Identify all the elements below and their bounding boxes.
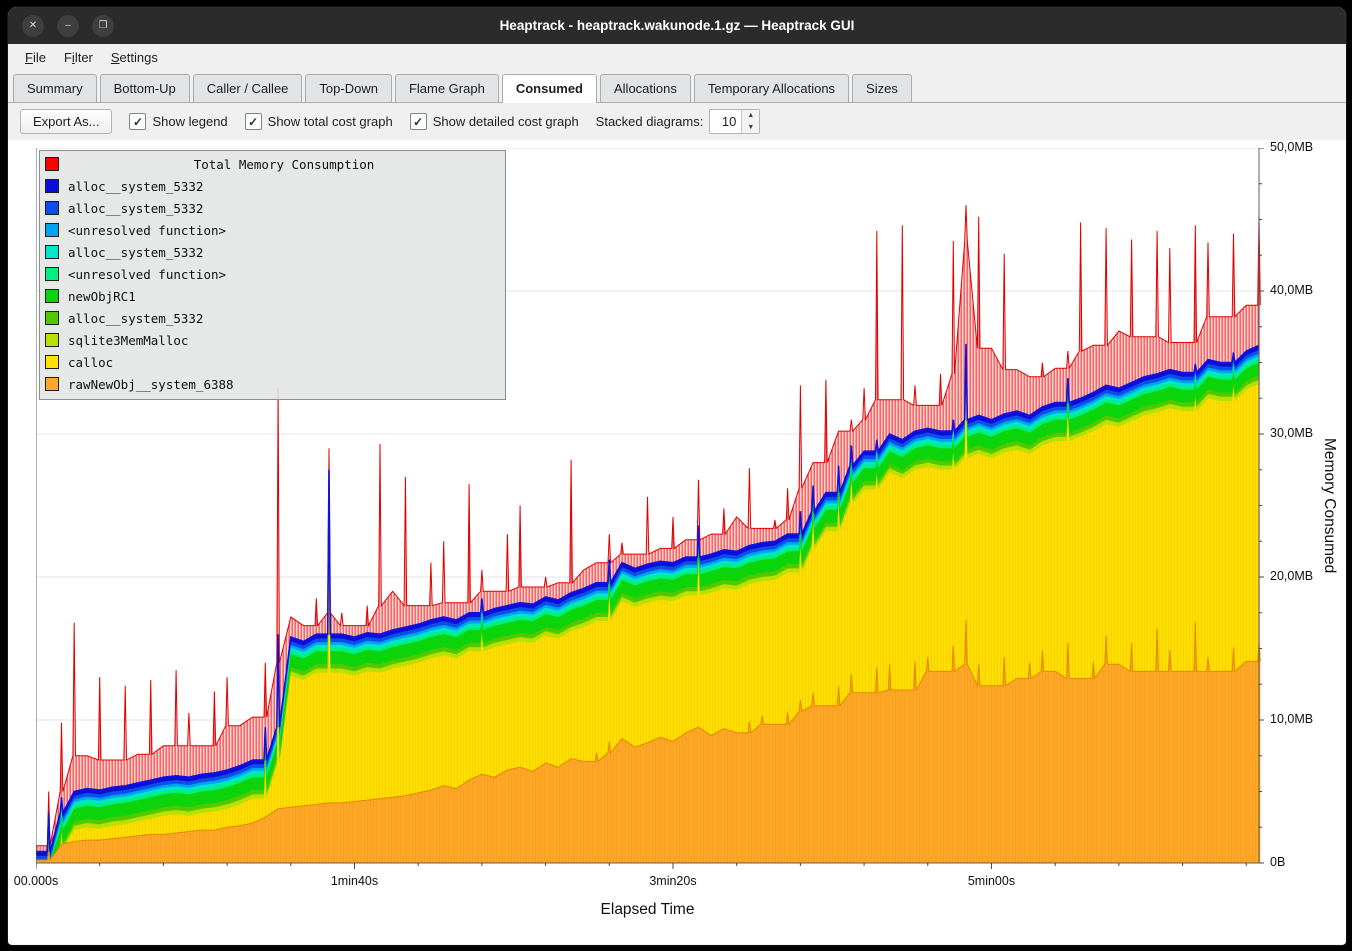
stacked-diagrams-spinbox[interactable]: 10 ▲ ▼ — [709, 109, 761, 134]
legend-label: sqlite3MemMalloc — [68, 332, 189, 348]
legend-label: alloc__system_5332 — [68, 244, 204, 260]
legend-label: rawNewObj__system_6388 — [68, 376, 234, 392]
tab-flame-graph[interactable]: Flame Graph — [394, 74, 499, 102]
checkbox-label: Show total cost graph — [267, 114, 393, 129]
checkbox-check-icon: ✓ — [409, 113, 427, 130]
x-tick-label: 5min00s — [967, 874, 1016, 888]
tab-temporary-allocations[interactable]: Temporary Allocations — [693, 74, 850, 102]
legend-title: Total Memory Consumption — [193, 156, 375, 172]
tab-sizes[interactable]: Sizes — [852, 74, 912, 102]
y-tick-label: 30,0MB — [1270, 426, 1314, 440]
tab-bottom-up[interactable]: Bottom-Up — [99, 74, 190, 102]
chart-area: Total Memory Consumption alloc__system_5… — [8, 140, 1346, 944]
spinbox-arrows: ▲ ▼ — [741, 110, 760, 133]
consumed-chart[interactable] — [36, 148, 1267, 875]
y-tick-label: 50,0MB — [1270, 140, 1314, 154]
legend-item: <unresolved function> — [45, 219, 500, 241]
y-axis-title: Memory Consumed — [1321, 438, 1338, 574]
show-total-cost-graph-checkbox[interactable]: ✓ Show total cost graph — [244, 113, 393, 130]
legend-swatch — [45, 223, 59, 237]
stacked-diagrams-label: Stacked diagrams: — [595, 114, 704, 129]
legend-item: rawNewObj__system_6388 — [45, 373, 500, 395]
tab-top-down[interactable]: Top-Down — [305, 74, 392, 102]
total-consumption-line — [36, 205, 1261, 847]
legend-swatch-total — [45, 157, 59, 171]
menu-settings[interactable]: Settings — [110, 50, 158, 65]
legend-label: alloc__system_5332 — [68, 310, 204, 326]
legend-label: alloc__system_5332 — [68, 178, 204, 194]
window-controls: ✕ – ❐ — [22, 7, 114, 44]
legend-item: sqlite3MemMalloc — [45, 329, 500, 351]
tab-consumed[interactable]: Consumed — [501, 74, 597, 103]
window-title: Heaptrack - heaptrack.wakunode.1.gz — He… — [499, 18, 855, 33]
chart-legend: Total Memory Consumption alloc__system_5… — [39, 150, 506, 400]
spinbox-value: 10 — [721, 114, 737, 129]
checkbox-check-icon: ✓ — [244, 113, 262, 130]
tab-bar: Summary Bottom-Up Caller / Callee Top-Down F… — [8, 71, 1346, 103]
legend-item: calloc — [45, 351, 500, 373]
x-axis-title: Elapsed Time — [600, 901, 695, 918]
menu-filter[interactable]: Filter — [63, 50, 93, 65]
legend-label: calloc — [68, 354, 114, 370]
legend-swatch — [45, 179, 59, 193]
legend-item: newObjRC1 — [45, 285, 500, 307]
legend-swatch — [45, 289, 59, 303]
tab-caller-callee[interactable]: Caller / Callee — [192, 74, 303, 102]
checkbox-label: Show detailed cost graph — [432, 114, 579, 129]
minimize-button[interactable]: – — [57, 14, 79, 37]
legend-swatch — [45, 201, 59, 215]
legend-item: <unresolved function> — [45, 263, 500, 285]
legend-swatch — [45, 311, 59, 325]
legend-item: alloc__system_5332 — [45, 307, 500, 329]
x-tick-label: 3min20s — [649, 874, 697, 888]
maximize-button[interactable]: ❐ — [92, 14, 114, 37]
legend-label: newObjRC1 — [68, 288, 136, 304]
export-as-button[interactable]: Export As... — [20, 109, 113, 134]
show-detailed-cost-graph-checkbox[interactable]: ✓ Show detailed cost graph — [409, 113, 579, 130]
y-tick-label: 20,0MB — [1270, 569, 1314, 583]
tab-allocations[interactable]: Allocations — [600, 74, 691, 102]
x-tick-label: 00.000s — [13, 874, 59, 888]
titlebar: ✕ – ❐ Heaptrack - heaptrack.wakunode.1.gz … — [8, 7, 1346, 44]
legend-title-row: Total Memory Consumption — [45, 153, 500, 175]
heaptrack-window: ✕ – ❐ Heaptrack - heaptrack.wakunode.1.gz … — [7, 6, 1347, 946]
spin-down-icon[interactable]: ▼ — [747, 123, 755, 131]
legend-swatch — [45, 245, 59, 259]
y-tick-label: 40,0MB — [1270, 283, 1314, 297]
y-tick-label: 10,0MB — [1270, 712, 1314, 726]
close-button[interactable]: ✕ — [22, 14, 44, 37]
menubar: File Filter Settings — [8, 44, 1346, 71]
toolbar: Export As... ✓ Show legend ✓ Show total … — [8, 103, 1346, 140]
legend-label: <unresolved function> — [68, 222, 227, 238]
y-tick-label: 0B — [1270, 855, 1286, 869]
x-tick-label: 1min40s — [330, 874, 379, 888]
legend-item: alloc__system_5332 — [45, 241, 500, 263]
spin-up-icon[interactable]: ▲ — [747, 112, 755, 120]
show-legend-checkbox[interactable]: ✓ Show legend — [129, 113, 228, 130]
legend-swatch — [45, 377, 59, 391]
legend-swatch — [45, 267, 59, 281]
legend-swatch — [45, 333, 59, 347]
stack-top-line — [36, 343, 1260, 853]
legend-swatch — [45, 355, 59, 369]
checkbox-label: Show legend — [152, 114, 228, 129]
checkbox-check-icon: ✓ — [129, 113, 147, 130]
legend-item: alloc__system_5332 — [45, 175, 500, 197]
legend-item: alloc__system_5332 — [45, 197, 500, 219]
tab-summary[interactable]: Summary — [13, 74, 97, 102]
legend-label: alloc__system_5332 — [68, 200, 204, 216]
legend-label: <unresolved function> — [68, 266, 227, 282]
stack-texture — [36, 382, 1259, 863]
menu-file[interactable]: File — [25, 50, 46, 65]
